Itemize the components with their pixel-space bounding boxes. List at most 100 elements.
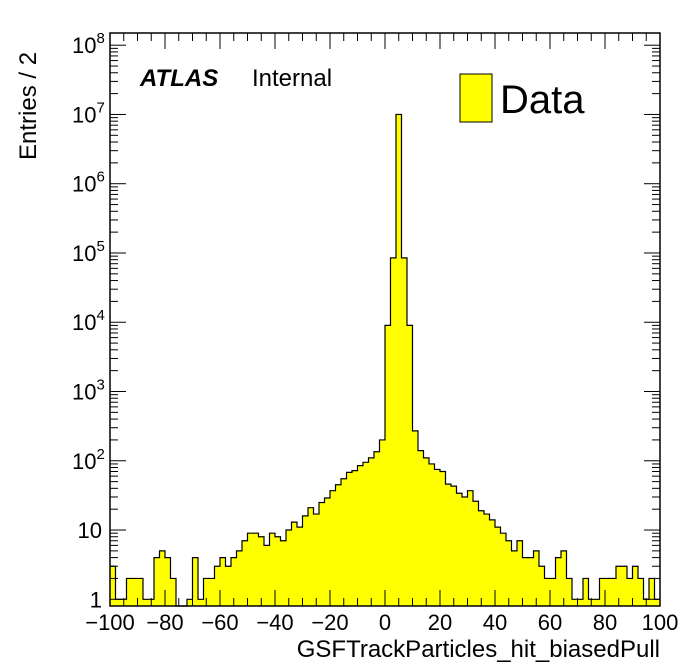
histogram-bar — [544, 578, 551, 606]
histogram-bar — [225, 566, 232, 606]
y-tick-label: 1 — [90, 587, 102, 612]
x-tick-label: −80 — [146, 610, 183, 635]
histogram-bar — [517, 540, 523, 606]
histogram-bar — [313, 514, 320, 606]
histogram-bar — [154, 557, 160, 606]
histogram-bar — [599, 578, 606, 606]
histogram-bar — [434, 469, 441, 606]
histogram-bar — [341, 478, 347, 606]
histogram-bar — [170, 578, 177, 606]
histogram-bar — [583, 578, 589, 606]
histogram-bar — [286, 530, 292, 606]
y-axis-title: Entries / 2 — [15, 52, 42, 160]
histogram-bar — [456, 493, 463, 606]
histogram-bar — [159, 550, 166, 606]
x-tick-label: 80 — [593, 610, 617, 635]
histogram-bar — [390, 257, 397, 606]
histogram-bar — [550, 578, 556, 606]
histogram-bar — [165, 557, 171, 606]
x-axis-title: GSFTrackParticles_hit_biasedPull — [297, 636, 660, 663]
histogram-bar — [522, 557, 529, 606]
x-tick-label: −60 — [201, 610, 238, 635]
histogram-bar — [418, 450, 424, 606]
histogram-bar — [324, 498, 331, 606]
histogram-bar — [357, 465, 364, 606]
histogram-bar — [264, 545, 270, 606]
histogram-bar — [616, 566, 622, 606]
histogram-bar — [374, 451, 380, 606]
histogram-bar — [484, 514, 490, 606]
histogram-bar — [297, 527, 303, 606]
histogram-bar — [533, 550, 540, 606]
histogram-bar — [500, 533, 507, 606]
y-tick-label: 102 — [72, 446, 105, 474]
histogram-bar — [335, 484, 342, 606]
histogram-bar — [621, 566, 628, 606]
histogram-outline — [110, 113, 660, 607]
histogram-bar — [627, 578, 633, 606]
x-tick-labels: −100 −80 −60 −40 −20 0 20 40 60 80 100 — [85, 610, 678, 635]
histogram-bar — [209, 578, 215, 606]
internal-label: Internal — [252, 65, 332, 92]
histogram-bar — [555, 557, 562, 606]
x-tick-label: −40 — [256, 610, 293, 635]
histogram-bar — [462, 496, 468, 606]
histogram-bar — [478, 510, 485, 606]
y-tick-label: 105 — [72, 238, 105, 266]
histogram-bar — [429, 463, 435, 606]
y-tick-label: 104 — [72, 307, 105, 335]
histogram-bar — [275, 536, 281, 606]
histogram-bar — [308, 507, 314, 606]
legend: Data — [459, 73, 585, 123]
histogram-bar — [247, 533, 254, 606]
histogram-bar — [379, 439, 386, 606]
histogram-bar — [115, 599, 122, 606]
histogram-bar — [192, 557, 199, 606]
histogram-bar — [489, 519, 496, 606]
histogram-bar — [577, 599, 584, 606]
histogram-bar — [506, 540, 512, 606]
histogram-bar — [654, 599, 661, 606]
histogram-bar — [528, 557, 534, 606]
histogram-bar — [423, 457, 430, 606]
histogram-bar — [473, 501, 479, 606]
histogram-bar — [385, 325, 391, 606]
y-tick-label: 108 — [72, 30, 105, 58]
histogram-bar — [610, 578, 617, 606]
x-tick-label: 20 — [428, 610, 452, 635]
histogram-bar — [539, 566, 545, 606]
histogram-bar — [352, 470, 358, 606]
legend-label-data: Data — [500, 78, 585, 122]
histogram-bar — [258, 536, 265, 606]
histogram-bar — [412, 430, 419, 606]
histogram-bar — [401, 257, 408, 606]
histogram-bar — [203, 578, 210, 606]
histogram-bar — [572, 599, 578, 606]
histogram-bar — [242, 540, 248, 606]
histogram-bar — [280, 540, 287, 606]
histogram-bar — [495, 527, 501, 606]
legend-swatch — [459, 73, 493, 123]
histogram-bar — [363, 462, 369, 606]
histogram-bar — [396, 114, 402, 607]
x-tick-label: 40 — [483, 610, 507, 635]
x-tick-label: 100 — [642, 610, 679, 635]
histogram-bar — [319, 502, 325, 606]
histogram-bar — [302, 515, 309, 606]
y-tick-label: 10 — [78, 518, 102, 543]
histogram-bar — [143, 599, 149, 606]
y-axis-ticks — [110, 44, 660, 600]
histogram-bar — [253, 533, 259, 606]
histogram-bar — [451, 486, 457, 606]
histogram-bar — [440, 471, 446, 606]
y-tick-label: 106 — [72, 169, 105, 197]
histogram-bars — [110, 114, 661, 607]
x-tick-label: −20 — [311, 610, 348, 635]
histogram-bar — [137, 578, 144, 606]
histogram-bar — [126, 578, 133, 606]
histogram-bar — [561, 550, 567, 606]
histogram-bar — [605, 578, 611, 606]
histogram-bar — [445, 484, 452, 606]
histogram-bar — [236, 550, 243, 606]
